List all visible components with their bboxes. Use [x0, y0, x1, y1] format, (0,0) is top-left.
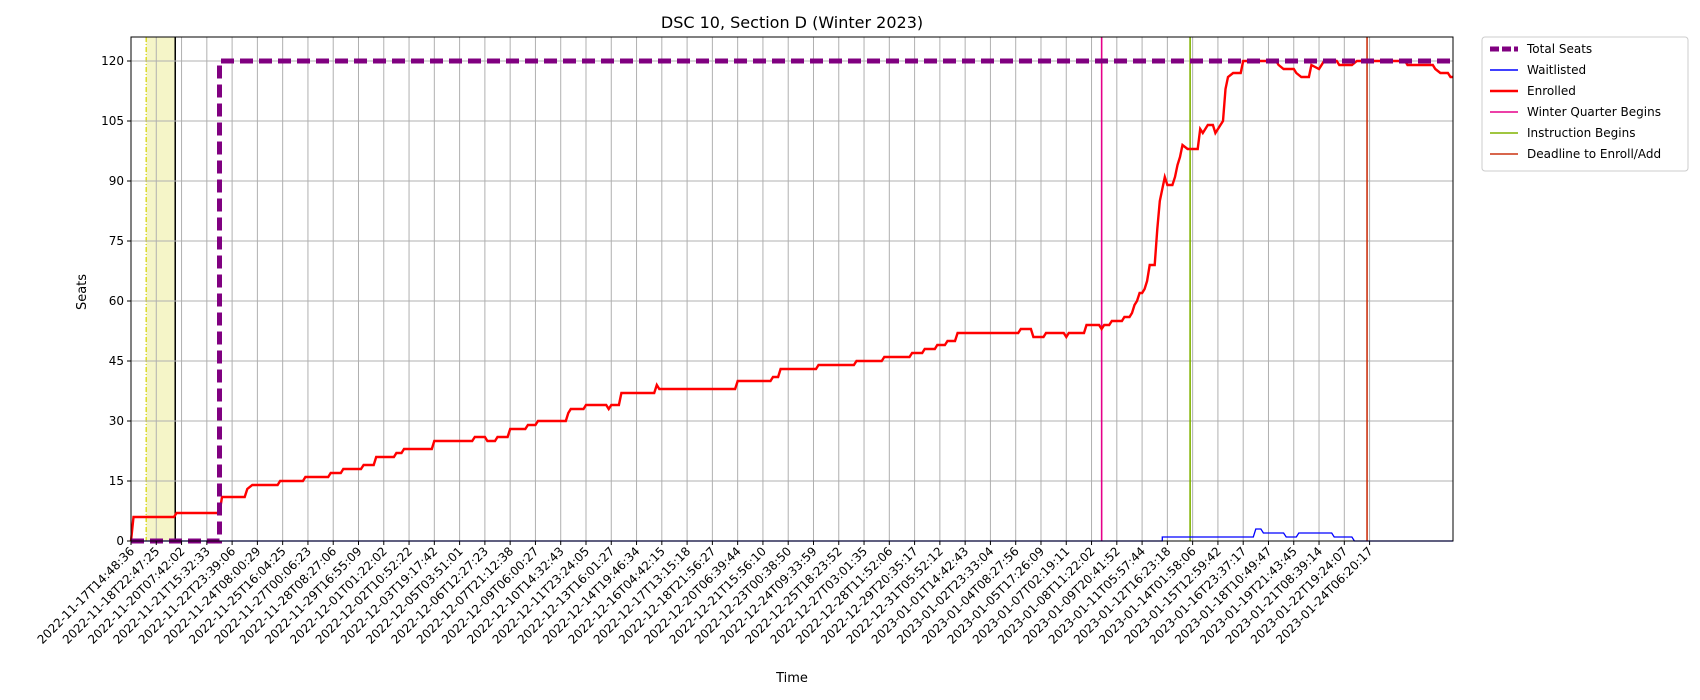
- y-tick-label: 45: [109, 354, 124, 368]
- y-tick-label: 60: [109, 294, 124, 308]
- legend-label: Instruction Begins: [1527, 126, 1635, 140]
- chart-title: DSC 10, Section D (Winter 2023): [661, 13, 923, 32]
- y-tick-label: 30: [109, 414, 124, 428]
- y-tick-label: 15: [109, 474, 124, 488]
- event-lines-layer: [1100, 37, 1368, 541]
- legend-label: Total Seats: [1526, 42, 1592, 56]
- y-axis-label: Seats: [75, 274, 90, 310]
- y-tick-label: 120: [101, 54, 124, 68]
- legend: Total Seats Waitlisted Enrolled Winter Quar…: [1481, 36, 1689, 172]
- legend-label: Deadline to Enroll/Add: [1527, 147, 1661, 161]
- x-axis-label: Time: [775, 671, 808, 686]
- y-tick-label: 0: [116, 534, 124, 548]
- y-tick-label: 105: [101, 114, 124, 128]
- shaded-region-layer: [145, 37, 176, 541]
- plot-frame: [130, 36, 1454, 542]
- x-axis-ticks: 2022-11-17T14:48:362022-11-18T22:47:2520…: [35, 541, 1376, 647]
- legend-label: Waitlisted: [1527, 63, 1586, 77]
- series-line-waitlisted: [131, 528, 1453, 542]
- y-axis-ticks: 0 15 30 45 60 75 90 105 120: [101, 54, 131, 548]
- legend-label: Winter Quarter Begins: [1527, 105, 1661, 119]
- y-tick-label: 90: [109, 174, 124, 188]
- legend-label: Enrolled: [1527, 84, 1576, 98]
- y-tick-label: 75: [109, 234, 124, 248]
- shaded-region: [146, 37, 176, 541]
- series-line-enrolled: [129, 59, 1453, 542]
- legend-box: [1481, 36, 1689, 172]
